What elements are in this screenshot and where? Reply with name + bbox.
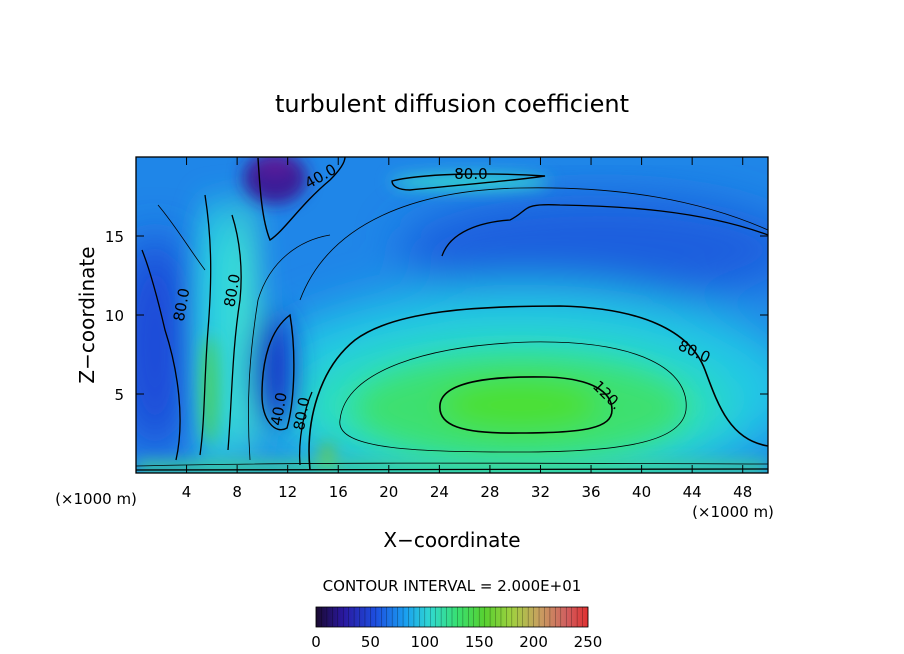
top-dark-region — [257, 157, 293, 175]
colorbar-frame — [315, 606, 589, 628]
contour-interval-text: CONTOUR INTERVAL = 2.000E+01 — [323, 577, 582, 595]
contour-80-topband — [391, 173, 546, 191]
contour-label: 40.0 — [267, 391, 291, 427]
top-band-cyan — [390, 174, 550, 190]
colorbar-tick-label: 150 — [465, 633, 494, 651]
contour-80-plumeleft — [298, 391, 313, 466]
x-tick-label: 36 — [581, 483, 600, 501]
colorbar-tick-label: 100 — [410, 633, 439, 651]
contour-80-upper — [441, 204, 768, 257]
colorbar-stripes — [315, 607, 589, 627]
colorbar-tick-label: 250 — [574, 633, 603, 651]
x-tick-label: 32 — [531, 483, 550, 501]
x-unit-right: (×1000 m) — [692, 503, 774, 521]
x-axis: 4 8 12 16 20 24 28 32 36 40 44 48 — [182, 157, 752, 501]
contour-label: 80.0 — [220, 272, 244, 308]
y-axis-label: Z−coordinate — [75, 246, 99, 383]
contour-label: 80.0 — [290, 396, 314, 432]
x-unit-left: (×1000 m) — [55, 490, 137, 508]
x-tick-label: 48 — [733, 483, 752, 501]
colorbar-tick-label: 50 — [361, 633, 380, 651]
y-tick-label: 15 — [105, 228, 124, 246]
contour-80-left — [141, 249, 181, 461]
colorbar-tick-label: 0 — [311, 633, 321, 651]
contour-60-upper — [299, 187, 768, 301]
contour-60-leftupper — [157, 204, 206, 271]
x-tick-label: 40 — [632, 483, 651, 501]
contour-80-col — [199, 194, 212, 456]
x-tick-label: 16 — [329, 483, 348, 501]
left-low-region — [136, 235, 195, 455]
surface-band — [136, 462, 768, 473]
y-axis: 5 10 15 — [105, 228, 768, 404]
chart-title: turbulent diffusion coefficient — [275, 90, 629, 118]
mid-column-cyan — [231, 190, 259, 470]
contour-120 — [439, 376, 613, 434]
contour-60-plume — [248, 234, 331, 461]
contour-lines — [136, 157, 768, 471]
y-tick-label: 5 — [114, 386, 124, 404]
contour-40-top — [257, 157, 346, 242]
x-tick-label: 8 — [232, 483, 242, 501]
colorbar-tick-label: 200 — [519, 633, 548, 651]
contour-40-plume — [261, 313, 295, 431]
contour-label: 80.0 — [170, 287, 194, 323]
core-green-region — [440, 379, 600, 431]
y-tick-label: 10 — [105, 307, 124, 325]
plume-low-region — [250, 310, 294, 430]
contour-60-surface — [136, 462, 768, 467]
contour-label: 80.0 — [454, 165, 487, 183]
left-column-cyan — [193, 195, 237, 473]
x-tick-label: 44 — [683, 483, 702, 501]
contour-80-left2 — [227, 214, 242, 451]
x-tick-label: 20 — [379, 483, 398, 501]
colorbar: 0 50 100 150 200 250 — [311, 606, 602, 651]
contour-80-main — [308, 305, 768, 471]
x-axis-label: X−coordinate — [383, 528, 520, 552]
x-tick-label: 28 — [480, 483, 499, 501]
contour-100 — [339, 341, 687, 453]
x-tick-label: 12 — [278, 483, 297, 501]
x-tick-label: 24 — [430, 483, 449, 501]
x-tick-label: 4 — [182, 483, 192, 501]
colorbar-ticks: 0 50 100 150 200 250 — [311, 633, 602, 651]
